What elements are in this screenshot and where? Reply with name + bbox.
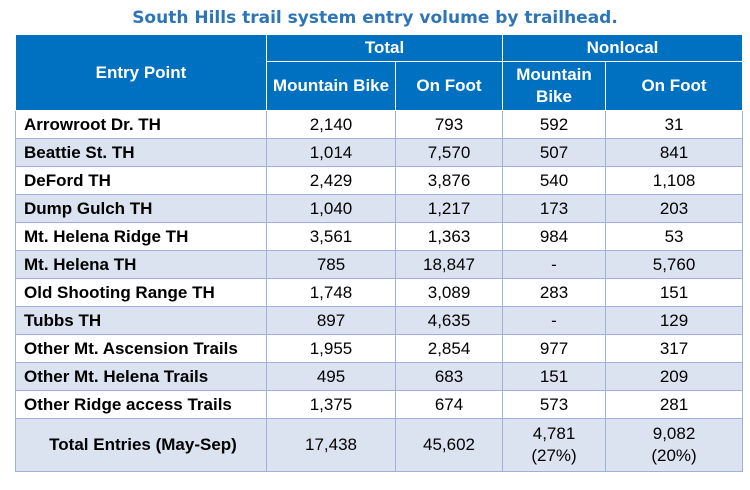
total-bike-cell: 1,748 [266, 278, 396, 307]
total-bike-cell: 3,561 [266, 222, 396, 251]
total-row-nonlocal-bike-value: 4,781 [532, 424, 576, 443]
total-foot-cell: 3,089 [394, 278, 504, 307]
total-bike-cell: 1,375 [266, 390, 396, 419]
table-row: DeFord TH 2,429 3,876 540 1,108 [15, 166, 744, 195]
table-row: Other Ridge access Trails 1,375 674 573 … [15, 390, 744, 419]
total-bike-cell: 2,429 [266, 166, 396, 195]
table-row: Old Shooting Range TH 1,748 3,089 283 15… [15, 278, 744, 307]
nonlocal-foot-cell: 203 [605, 194, 744, 223]
total-foot-cell: 18,847 [394, 250, 504, 279]
total-bike-cell: 785 [266, 250, 396, 279]
nonlocal-bike-cell: 283 [502, 278, 607, 307]
total-foot-cell: 3,876 [394, 166, 504, 195]
total-foot-cell: 674 [394, 390, 504, 419]
table-row: Beattie St. TH 1,014 7,570 507 841 [15, 138, 744, 167]
total-foot-cell: 1,363 [394, 222, 504, 251]
nonlocal-foot-cell: 209 [605, 362, 744, 391]
table-row: Other Mt. Ascension Trails 1,955 2,854 9… [15, 334, 744, 363]
table-row: Dump Gulch TH 1,040 1,217 173 203 [15, 194, 744, 223]
nonlocal-bike-cell: 507 [502, 138, 607, 167]
table-row: Mt. Helena TH 785 18,847 - 5,760 [15, 250, 744, 279]
total-bike-cell: 897 [266, 306, 396, 335]
nonlocal-foot-cell: 53 [605, 222, 744, 251]
nonlocal-foot-cell: 317 [605, 334, 744, 363]
total-foot-cell: 793 [394, 110, 504, 139]
table-row: Tubbs TH 897 4,635 - 129 [15, 306, 744, 335]
nonlocal-foot-cell: 31 [605, 110, 744, 139]
table-title: South Hills trail system entry volume by… [132, 8, 618, 28]
header-nonlocal-on-foot: On Foot [605, 61, 744, 111]
table-row: Mt. Helena Ridge TH 3,561 1,363 984 53 [15, 222, 744, 251]
row-name: Tubbs TH [15, 306, 267, 335]
table-row: Other Mt. Helena Trails 495 683 151 209 [15, 362, 744, 391]
total-row-nonlocal-bike-pct: (27%) [531, 446, 577, 465]
total-row-nonlocal-foot-value: 9,082 [652, 424, 696, 443]
nonlocal-bike-cell: 984 [502, 222, 607, 251]
entry-volume-table: Entry Point Total Nonlocal Mountain Bike… [15, 34, 744, 472]
row-name: Mt. Helena Ridge TH [15, 222, 267, 251]
total-bike-cell: 1,014 [266, 138, 396, 167]
row-name: Mt. Helena TH [15, 250, 267, 279]
total-row-total-bike: 17,438 [266, 418, 396, 472]
header-total-mountain-bike: Mountain Bike [266, 61, 396, 111]
total-row-nonlocal-foot-pct: (20%) [651, 446, 697, 465]
total-foot-cell: 4,635 [394, 306, 504, 335]
row-name: Other Mt. Helena Trails [15, 362, 267, 391]
row-name: DeFord TH [15, 166, 267, 195]
table-row: Arrowroot Dr. TH 2,140 793 592 31 [15, 110, 744, 139]
row-name: Other Mt. Ascension Trails [15, 334, 267, 363]
total-row-nonlocal-foot: 9,082 (20%) [605, 418, 744, 472]
nonlocal-foot-cell: 841 [605, 138, 744, 167]
header-nonlocal: Nonlocal [502, 34, 744, 62]
nonlocal-foot-cell: 281 [605, 390, 744, 419]
nonlocal-foot-cell: 129 [605, 306, 744, 335]
header-nonlocal-mountain-bike: Mountain Bike [502, 61, 607, 111]
row-name: Beattie St. TH [15, 138, 267, 167]
header-total: Total [265, 34, 504, 62]
total-row: Total Entries (May-Sep) 17,438 45,602 4,… [15, 418, 744, 472]
total-foot-cell: 683 [394, 362, 504, 391]
total-bike-cell: 1,955 [266, 334, 396, 363]
total-bike-cell: 1,040 [266, 194, 396, 223]
nonlocal-foot-cell: 5,760 [605, 250, 744, 279]
total-foot-cell: 2,854 [394, 334, 504, 363]
row-name: Other Ridge access Trails [15, 390, 267, 419]
nonlocal-bike-cell: 592 [502, 110, 607, 139]
row-name: Old Shooting Range TH [15, 278, 267, 307]
nonlocal-foot-cell: 151 [605, 278, 744, 307]
row-name: Arrowroot Dr. TH [15, 110, 267, 139]
header-entry-point: Entry Point [15, 34, 267, 111]
row-name: Dump Gulch TH [15, 194, 267, 223]
nonlocal-bike-cell: 573 [502, 390, 607, 419]
nonlocal-bike-cell: - [502, 250, 607, 279]
header-total-on-foot: On Foot [394, 61, 504, 111]
nonlocal-bike-cell: 173 [502, 194, 607, 223]
total-row-name: Total Entries (May-Sep) [15, 418, 267, 472]
total-bike-cell: 495 [266, 362, 396, 391]
total-row-nonlocal-bike: 4,781 (27%) [502, 418, 607, 472]
total-foot-cell: 7,570 [394, 138, 504, 167]
nonlocal-foot-cell: 1,108 [605, 166, 744, 195]
nonlocal-bike-cell: - [502, 306, 607, 335]
nonlocal-bike-cell: 540 [502, 166, 607, 195]
total-foot-cell: 1,217 [394, 194, 504, 223]
total-bike-cell: 2,140 [266, 110, 396, 139]
nonlocal-bike-cell: 977 [502, 334, 607, 363]
total-row-total-foot: 45,602 [394, 418, 504, 472]
nonlocal-bike-cell: 151 [502, 362, 607, 391]
